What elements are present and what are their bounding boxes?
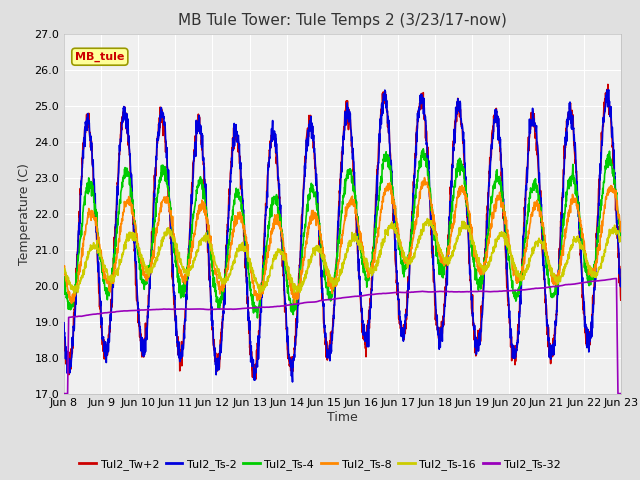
- Legend: Tul2_Tw+2, Tul2_Ts-2, Tul2_Ts-4, Tul2_Ts-8, Tul2_Ts-16, Tul2_Ts-32: Tul2_Tw+2, Tul2_Ts-2, Tul2_Ts-4, Tul2_Ts…: [75, 455, 565, 474]
- Y-axis label: Temperature (C): Temperature (C): [19, 163, 31, 264]
- X-axis label: Time: Time: [327, 411, 358, 424]
- Text: MB_tule: MB_tule: [75, 51, 125, 62]
- Title: MB Tule Tower: Tule Temps 2 (3/23/17-now): MB Tule Tower: Tule Temps 2 (3/23/17-now…: [178, 13, 507, 28]
